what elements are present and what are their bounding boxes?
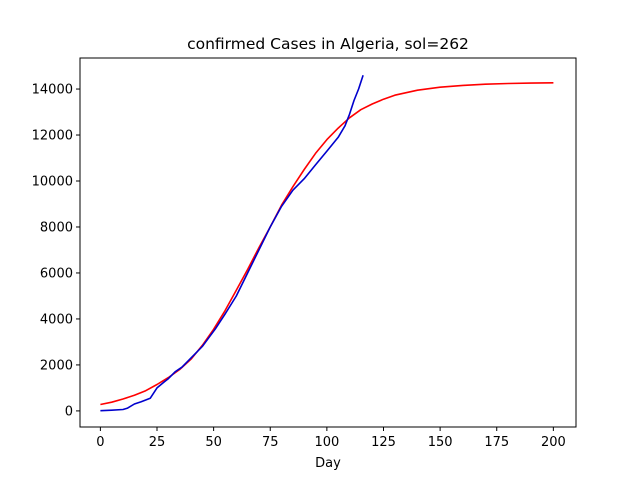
x-tick-label: 100 <box>314 435 339 450</box>
y-tick-label: 0 <box>65 404 73 419</box>
y-tick-label: 8000 <box>40 220 73 235</box>
x-tick-label: 50 <box>205 435 222 450</box>
series-line-1 <box>100 74 364 412</box>
x-tick-label: 75 <box>262 435 279 450</box>
x-tick-label: 0 <box>96 435 104 450</box>
y-tick-label: 6000 <box>40 266 73 281</box>
y-tick-label: 2000 <box>40 358 73 373</box>
x-tick-label: 25 <box>149 435 166 450</box>
series-line-0 <box>100 82 554 406</box>
x-tick-label: 125 <box>371 435 396 450</box>
x-tick-label: 175 <box>484 435 509 450</box>
plot-frame <box>79 57 577 428</box>
x-axis-label: Day <box>315 456 341 471</box>
x-tick-label: 200 <box>541 435 566 450</box>
y-tick-label: 14000 <box>32 83 73 98</box>
x-axis: 0 25 50 75 100 125 150 175 200 <box>96 427 566 450</box>
y-tick-label: 12000 <box>32 129 73 144</box>
y-tick-label: 10000 <box>32 175 73 190</box>
y-axis: 0 2000 4000 6000 8000 10000 12000 14000 <box>32 83 80 419</box>
x-tick-label: 150 <box>428 435 453 450</box>
chart-title: confirmed Cases in Algeria, sol=262 <box>187 35 469 53</box>
y-tick-label: 4000 <box>40 312 73 327</box>
plot-area <box>100 74 554 412</box>
